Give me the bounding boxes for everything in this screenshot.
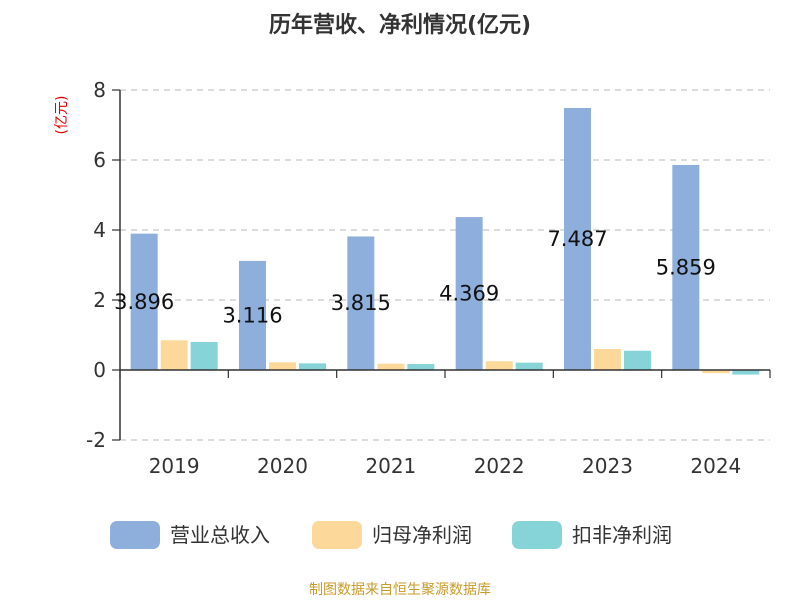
x-tick-label-2024: 2024 <box>690 454 741 478</box>
data-label-2022: 4.369 <box>439 282 499 306</box>
bar-1-2019 <box>160 340 188 370</box>
source-note: 制图数据来自恒生聚源数据库 <box>309 582 491 598</box>
bar-0-2019 <box>130 233 158 370</box>
y-tick-label-3: 4 <box>93 218 106 242</box>
x-axis: 2019 2020 2021 2022 2023 2024 <box>149 454 742 478</box>
bar-0-2024 <box>672 164 700 370</box>
bar-1-2024 <box>702 370 730 374</box>
legend: 营业总收入 归母净利润 扣非净利润 <box>110 521 672 549</box>
data-label-2024: 5.859 <box>656 255 716 279</box>
bar-2-2023 <box>624 350 651 370</box>
bar-0-2021 <box>347 236 375 370</box>
legend-label-0[interactable]: 营业总收入 <box>170 523 270 547</box>
bar-0-2023 <box>564 107 591 370</box>
x-tick-label-2023: 2023 <box>582 454 633 478</box>
y-tick-label-1: 0 <box>93 358 106 382</box>
bar-1-2023 <box>594 349 621 370</box>
data-label-2021: 3.815 <box>331 291 391 315</box>
data-label-2020: 3.116 <box>222 303 282 327</box>
x-tick-label-2022: 2022 <box>474 454 525 478</box>
axes <box>119 90 771 440</box>
data-label-2023: 7.487 <box>547 227 607 251</box>
bar-0-2022 <box>455 217 483 370</box>
chart-title: 历年营收、净利情况(亿元) <box>269 12 531 38</box>
x-tick-label-2019: 2019 <box>149 454 200 478</box>
y-axis-unit: (亿元) <box>54 96 70 135</box>
legend-swatch-1[interactable] <box>312 521 362 549</box>
bars <box>130 107 760 375</box>
y-tick-label-5: 8 <box>93 78 106 102</box>
legend-label-1[interactable]: 归母净利润 <box>372 523 472 547</box>
y-tick-label-0: -2 <box>86 428 106 452</box>
legend-swatch-0[interactable] <box>110 521 160 549</box>
x-tick-label-2020: 2020 <box>257 454 308 478</box>
data-labels: 3.896 3.116 3.815 4.369 7.487 5.859 <box>114 227 716 327</box>
y-tick-label-4: 6 <box>93 148 106 172</box>
bar-2-2019 <box>190 342 218 370</box>
bar-2-2021 <box>407 364 435 370</box>
legend-swatch-2[interactable] <box>512 521 562 549</box>
bar-0-2020 <box>239 260 266 370</box>
legend-label-2[interactable]: 扣非净利润 <box>572 523 672 547</box>
bar-1-2022 <box>485 361 513 370</box>
x-tick-label-2021: 2021 <box>365 454 416 478</box>
y-tick-label-2: 2 <box>93 288 106 312</box>
bar-1-2020 <box>269 362 296 370</box>
data-label-2019: 3.896 <box>114 290 174 314</box>
bar-1-2021 <box>377 363 405 370</box>
y-axis: -2 0 2 4 6 8 <box>86 78 120 452</box>
bar-2-2020 <box>299 363 326 370</box>
bar-2-2024 <box>732 370 760 375</box>
bar-2-2022 <box>515 362 543 370</box>
